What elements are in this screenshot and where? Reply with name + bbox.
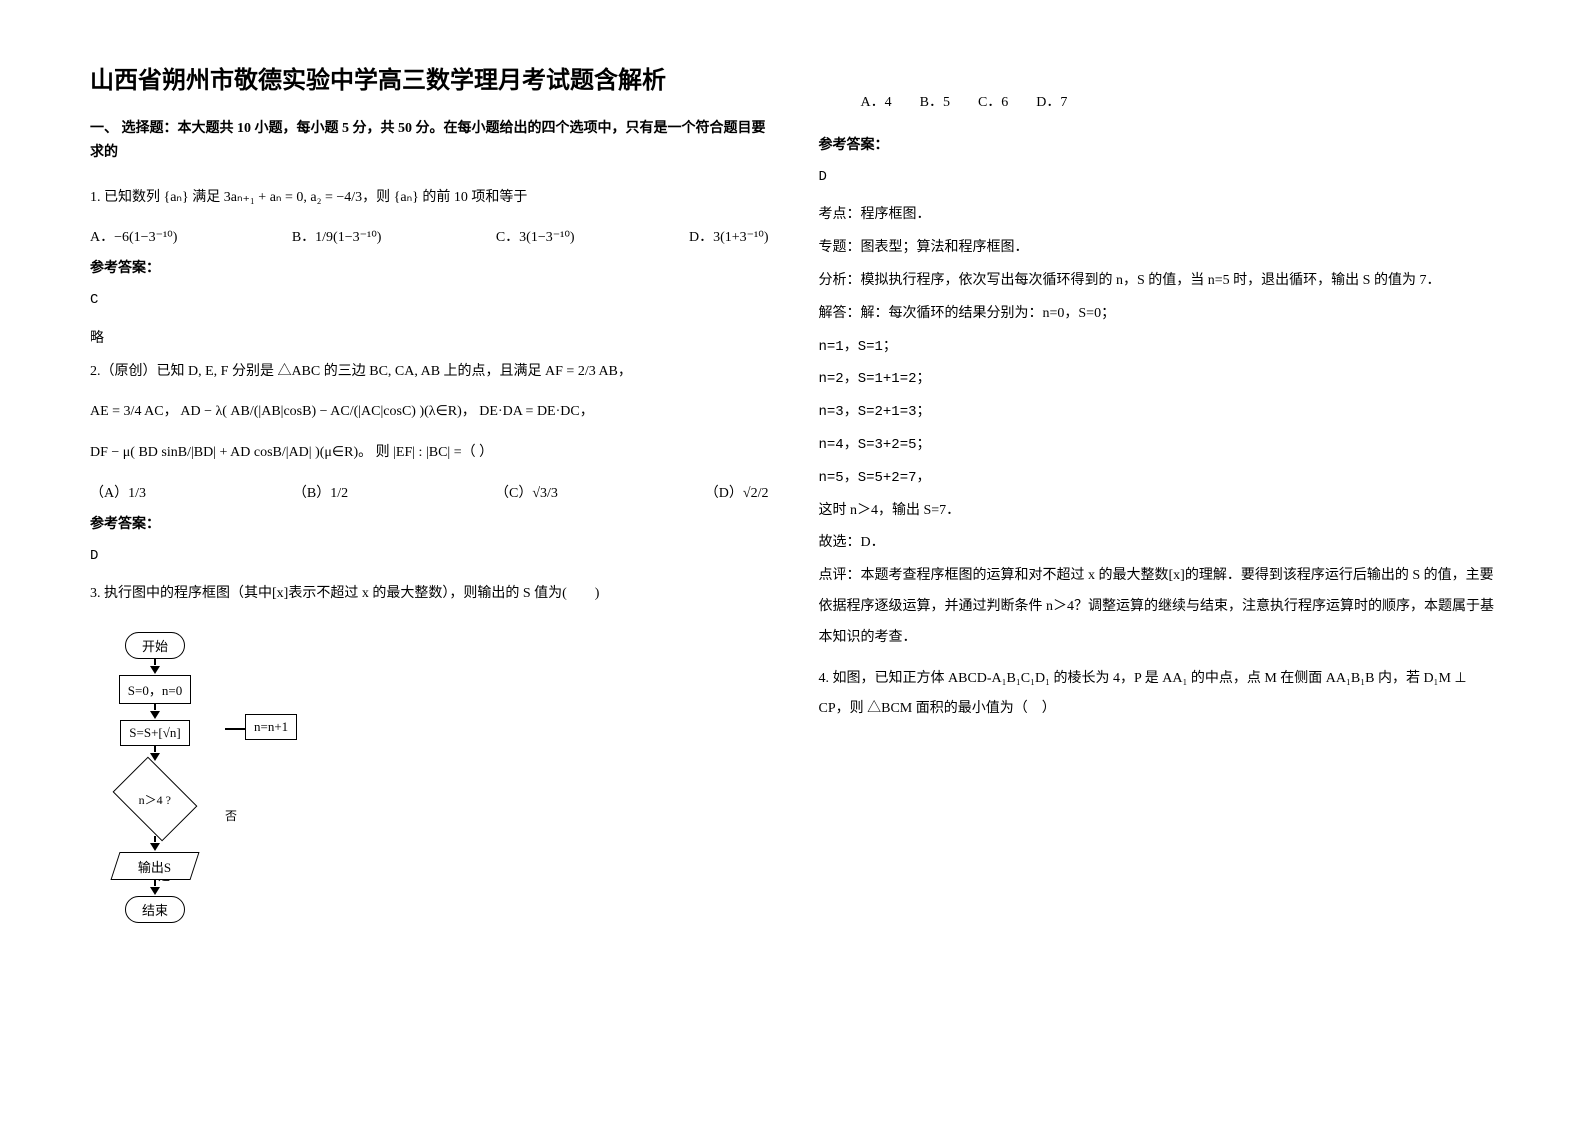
q1-lue: 略 xyxy=(90,324,769,355)
q1-opt-a: A．−6(1−3⁻¹⁰) xyxy=(90,223,177,254)
answer-ref-label: 参考答案： xyxy=(819,131,1498,162)
q1-opt-b: B．1/9(1−3⁻¹⁰) xyxy=(292,223,382,254)
q1-answer: C xyxy=(90,285,769,316)
fc-no-label: 否 xyxy=(225,807,237,824)
q3-jd0: 解答：解：每次循环的结果分别为：n=0，S=0； xyxy=(819,299,1498,330)
flowchart: 开始 S=0，n=0 S=S+[√n] n＞4 ? 是 输出S 结束 n=n+1… xyxy=(90,632,350,923)
q3-dp: 点评：本题考查程序框图的运算和对不超过 x 的最大整数[x]的理解．要得到该程序… xyxy=(819,561,1498,653)
q3-stem: 3. 执行图中的程序框图（其中[x]表示不超过 x 的最大整数），则输出的 S … xyxy=(90,579,769,610)
q2-line2: AE = 3/4 AC， AD − λ( AB/(|AB|cosB) − AC/… xyxy=(90,397,769,428)
q2-opt-c: （C）√3/3 xyxy=(495,479,558,510)
page-title: 山西省朔州市敬德实验中学高三数学理月考试题含解析 xyxy=(90,60,769,95)
q3-jd3: n=3，S=2+1=3； xyxy=(819,397,1498,428)
answer-ref-label: 参考答案： xyxy=(90,510,769,541)
q3-fx: 分析：模拟执行程序，依次写出每次循环得到的 n，S 的值，当 n=5 时，退出循… xyxy=(819,266,1498,297)
fc-output: 输出S xyxy=(110,852,199,880)
fc-branch: n=n+1 xyxy=(245,714,297,740)
q3-jd1: n=1，S=1； xyxy=(819,332,1498,363)
answer-ref-label: 参考答案： xyxy=(90,254,769,285)
fc-init: S=0，n=0 xyxy=(119,675,191,704)
q3-options: A．4 B．5 C．6 D．7 xyxy=(819,88,1498,119)
q3-jd6: 这时 n＞4，输出 S=7． xyxy=(819,496,1498,527)
q3-jd7: 故选：D． xyxy=(819,528,1498,559)
section-header: 一、 选择题：本大题共 10 小题，每小题 5 分，共 50 分。在每小题给出的… xyxy=(90,117,769,165)
q1-opt-d: D．3(1+3⁻¹⁰) xyxy=(689,223,769,254)
q2-stem: 2.（原创）已知 D, E, F 分别是 △ABC 的三边 BC, CA, AB… xyxy=(90,357,769,388)
fc-step: S=S+[√n] xyxy=(120,720,189,746)
q3-jd2: n=2，S=1+1=2； xyxy=(819,364,1498,395)
q3-jd4: n=4，S=3+2=5； xyxy=(819,430,1498,461)
q2-line3: DF − μ( BD sinB/|BD| + AD cosB/|AD| )(μ∈… xyxy=(90,438,769,469)
fc-cond: n＞4 ? xyxy=(113,757,198,842)
q1-stem: 1. 已知数列 {aₙ} 满足 3aₙ₊₁ + aₙ = 0, a₂ = −4/… xyxy=(90,183,769,214)
q1-opt-c: C．3(1−3⁻¹⁰) xyxy=(496,223,575,254)
q3-kd: 考点：程序框图． xyxy=(819,200,1498,231)
q3-answer: D xyxy=(819,162,1498,193)
q4-stem: 4. 如图，已知正方体 ABCD-A₁B₁C₁D₁ 的棱长为 4，P 是 AA₁… xyxy=(819,664,1498,726)
fc-end: 结束 xyxy=(125,896,185,923)
q2-opt-a: （A）1/3 xyxy=(90,479,146,510)
q2-opt-d: （D）√2/2 xyxy=(705,479,769,510)
q2-answer: D xyxy=(90,541,769,572)
q1-options: A．−6(1−3⁻¹⁰) B．1/9(1−3⁻¹⁰) C．3(1−3⁻¹⁰) D… xyxy=(90,223,769,254)
q2-opt-b: （B）1/2 xyxy=(293,479,348,510)
q2-options: （A）1/3 （B）1/2 （C）√3/3 （D）√2/2 xyxy=(90,479,769,510)
fc-start: 开始 xyxy=(125,632,185,659)
q3-zt: 专题：图表型；算法和程序框图． xyxy=(819,233,1498,264)
q3-jd5: n=5，S=5+2=7， xyxy=(819,463,1498,494)
